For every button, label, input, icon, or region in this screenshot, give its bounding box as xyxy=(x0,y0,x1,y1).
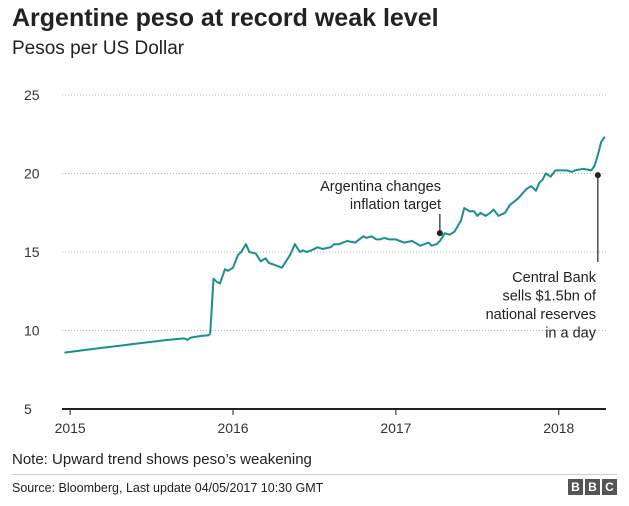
annotation-text-line: inflation target xyxy=(350,197,441,213)
x-tick-label: 2016 xyxy=(217,420,248,436)
bbc-logo-letter: C xyxy=(602,479,617,495)
x-tick-label: 2015 xyxy=(55,420,86,436)
source-text: Source: Bloomberg, Last update 04/05/201… xyxy=(12,481,324,495)
y-tick-label: 20 xyxy=(24,166,40,182)
line-chart: 5 10 15 20 25 2015 2016 2017 2018 Argentina chang… xyxy=(24,87,606,436)
annotation-text-line: Central Bank xyxy=(512,270,597,286)
chart-title: Argentine peso at record weak level xyxy=(12,4,439,32)
footer-divider xyxy=(12,474,617,475)
peso-series-line xyxy=(64,136,606,354)
y-tick-label: 15 xyxy=(24,244,40,260)
y-tick-label: 10 xyxy=(24,323,40,339)
bbc-logo-letter: B xyxy=(585,479,600,495)
annotation-text-line: sells $1.5bn of xyxy=(502,289,596,305)
chart-note: Note: Upward trend shows peso’s weakenin… xyxy=(12,451,312,468)
annotation-text-line: national reserves xyxy=(486,307,596,323)
x-tick-label: 2018 xyxy=(543,420,574,436)
chart-subtitle: Pesos per US Dollar xyxy=(12,38,185,59)
annotation-dot xyxy=(594,172,601,179)
y-tick-label: 25 xyxy=(24,87,40,103)
annotation-text-line: Argentina changes xyxy=(320,179,441,195)
annotation-text-line: in a day xyxy=(545,326,597,342)
x-tick-label: 2017 xyxy=(380,420,411,436)
annotation-dot xyxy=(436,230,443,237)
y-tick-label: 5 xyxy=(24,401,32,417)
bbc-logo: B B C xyxy=(568,479,617,495)
bbc-logo-letter: B xyxy=(568,479,583,495)
